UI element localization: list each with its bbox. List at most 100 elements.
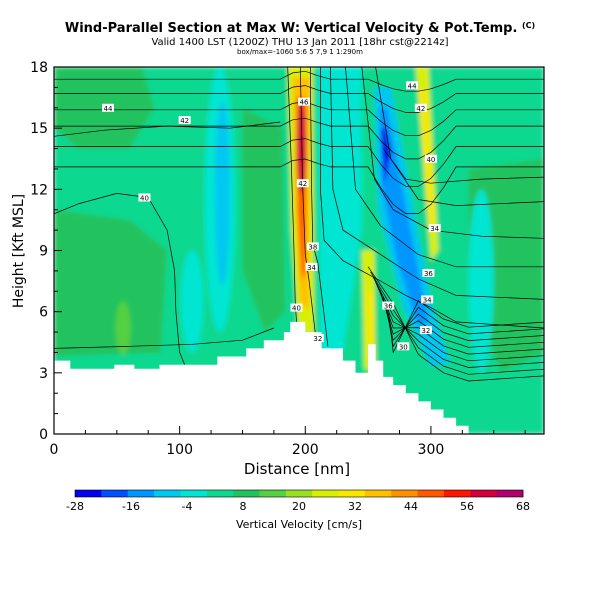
theta-contour-low [377, 287, 544, 355]
contour-label: 44 [102, 103, 115, 113]
svg-text:36: 36 [384, 303, 393, 311]
colorbar-swatch [443, 490, 471, 497]
svg-text:34: 34 [307, 264, 316, 272]
colorbar-tick-label: 8 [240, 500, 247, 513]
colorbar-swatch [206, 490, 234, 497]
theta-contours [54, 67, 544, 382]
svg-text:34: 34 [430, 225, 439, 233]
updraft-west-core [214, 101, 230, 286]
title-mark: (C) [521, 21, 536, 30]
svg-text:44: 44 [408, 82, 417, 90]
theta-contour-ridge [345, 67, 544, 268]
colorbar-swatch [154, 490, 181, 497]
east-low-cyan [468, 189, 494, 373]
colorbar-swatch [259, 490, 287, 497]
colorbar-swatch [391, 490, 418, 497]
chart-subtitle-2: box/max=-1060 5:6 5 7,9 1 1:290m [237, 48, 363, 56]
y-tick-label: 15 [30, 121, 48, 137]
theta-contour-40 [54, 193, 186, 365]
colorbar-swatch [417, 490, 445, 497]
colorbar-swatch [364, 490, 392, 497]
svg-text:46: 46 [300, 99, 309, 107]
theta-contour-lowwest [54, 327, 275, 349]
colorbar-swatch [180, 490, 208, 497]
svg-text:32: 32 [421, 327, 430, 335]
theta-contour-low [387, 300, 544, 354]
colorbar: -28 -16 -4 8 20 32 44 56 68 [66, 489, 530, 513]
x-tick-label: 100 [166, 442, 193, 458]
theta-contour-low [375, 281, 544, 362]
x-tick-label: 0 [50, 442, 59, 458]
y-tick-label: 0 [39, 427, 48, 443]
contour-label: 44 [406, 81, 419, 90]
colorbar-tick-label: -28 [66, 500, 84, 513]
theta-contour-upper [54, 138, 544, 187]
contour-label: 40 [138, 193, 151, 202]
y-axis-label: Height [Kft MSL] [11, 194, 27, 308]
region-pre-ridge [242, 107, 286, 333]
theta-contour-ridge [361, 67, 544, 239]
x-tick-label: 200 [292, 442, 319, 458]
contour-label: 42 [178, 116, 191, 125]
colorbar-swatch [470, 490, 498, 497]
y-tick-label: 6 [39, 305, 48, 321]
svg-text:44: 44 [104, 105, 113, 113]
colorbar-tick-label: 20 [292, 500, 306, 513]
colorbar-swatch [101, 490, 129, 497]
contour-labels: 44 42 40 46 42 38 34 40 32 44 42 40 34 36 34 36 32 30 [102, 81, 441, 351]
svg-text:38: 38 [308, 243, 317, 251]
contour-label: 34 [305, 262, 318, 272]
contour-label: 42 [296, 179, 309, 188]
contour-label: 36 [422, 268, 435, 278]
theta-contour-low [367, 266, 544, 382]
colorbar-tick-label: 32 [348, 500, 362, 513]
colorbar-tick-label: -16 [122, 500, 140, 513]
contour-label: 34 [421, 295, 434, 304]
theta-contour-upper [54, 117, 544, 160]
svg-text:30: 30 [399, 343, 408, 351]
svg-text:40: 40 [140, 194, 149, 202]
colorbar-swatch [75, 490, 102, 497]
colorbar-tick-label: 44 [404, 500, 418, 513]
theta-contour-upper [54, 158, 544, 214]
contour-label: 34 [428, 224, 441, 233]
svg-text:42: 42 [298, 180, 307, 188]
terrain-mask [54, 321, 544, 434]
y-tick-label: 3 [39, 366, 48, 382]
colorbar-swatch [496, 490, 524, 497]
y-tick-label: 9 [39, 244, 48, 260]
colorbar-label: Vertical Velocity [cm/s] [236, 518, 362, 531]
svg-text:42: 42 [416, 105, 425, 113]
colorbar-swatch [338, 490, 366, 497]
theta-contour-low [382, 297, 544, 341]
updraft-plume-core [296, 103, 307, 194]
svg-text:42: 42 [180, 117, 189, 125]
chart-title: Wind-Parallel Section at Max W: Vertical… [0, 21, 600, 36]
theta-contour-ridge [375, 67, 544, 206]
x-tick-label: 300 [418, 442, 445, 458]
colorbar-tick-label: -4 [182, 500, 193, 513]
region-lee-cyan [317, 67, 362, 353]
west-low-cyan [180, 250, 204, 353]
colorbar-swatch [312, 490, 339, 497]
colorbar-swatch [127, 490, 155, 497]
contour-label: 32 [311, 334, 324, 343]
contour-label: 32 [419, 326, 432, 335]
theta-contour-42 [54, 121, 281, 137]
svg-text:40: 40 [292, 305, 301, 313]
small-west-cell [115, 301, 131, 355]
colorbar-tick-label: 56 [460, 500, 474, 513]
theta-contour-upper [54, 85, 544, 113]
downdraft-band-mid [379, 107, 429, 326]
colorbar-swatch [233, 490, 260, 497]
svg-text:40: 40 [426, 156, 435, 164]
theta-contour-ridge [330, 67, 544, 300]
colorbar-frame [74, 489, 524, 498]
theta-contour-upper [54, 70, 544, 92]
contour-label: 42 [414, 103, 427, 113]
svg-text:34: 34 [423, 296, 432, 304]
x-axis-label: Distance [nm] [244, 460, 350, 478]
terrain [54, 321, 544, 434]
